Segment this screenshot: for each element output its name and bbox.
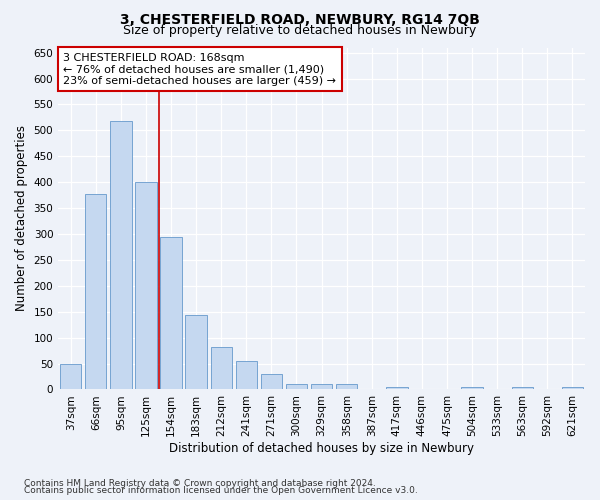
X-axis label: Distribution of detached houses by size in Newbury: Distribution of detached houses by size … [169, 442, 474, 455]
Bar [110, 120, 131, 390]
Bar [562, 388, 583, 390]
Bar [136, 182, 157, 390]
Text: Contains HM Land Registry data © Crown copyright and database right 2024.: Contains HM Land Registry data © Crown c… [24, 478, 376, 488]
Y-axis label: Number of detached properties: Number of detached properties [15, 126, 28, 312]
Bar [386, 387, 407, 390]
Bar [85, 194, 106, 390]
Bar [311, 384, 332, 390]
Text: Size of property relative to detached houses in Newbury: Size of property relative to detached ho… [124, 24, 476, 37]
Bar [512, 388, 533, 390]
Bar [211, 347, 232, 390]
Bar [160, 236, 182, 390]
Bar [336, 384, 358, 390]
Bar [461, 387, 483, 390]
Bar [185, 316, 207, 390]
Bar [60, 364, 82, 390]
Bar [261, 374, 282, 390]
Bar [236, 361, 257, 390]
Text: Contains public sector information licensed under the Open Government Licence v3: Contains public sector information licen… [24, 486, 418, 495]
Bar [286, 384, 307, 390]
Text: 3, CHESTERFIELD ROAD, NEWBURY, RG14 7QB: 3, CHESTERFIELD ROAD, NEWBURY, RG14 7QB [120, 12, 480, 26]
Text: 3 CHESTERFIELD ROAD: 168sqm
← 76% of detached houses are smaller (1,490)
23% of : 3 CHESTERFIELD ROAD: 168sqm ← 76% of det… [64, 52, 337, 86]
